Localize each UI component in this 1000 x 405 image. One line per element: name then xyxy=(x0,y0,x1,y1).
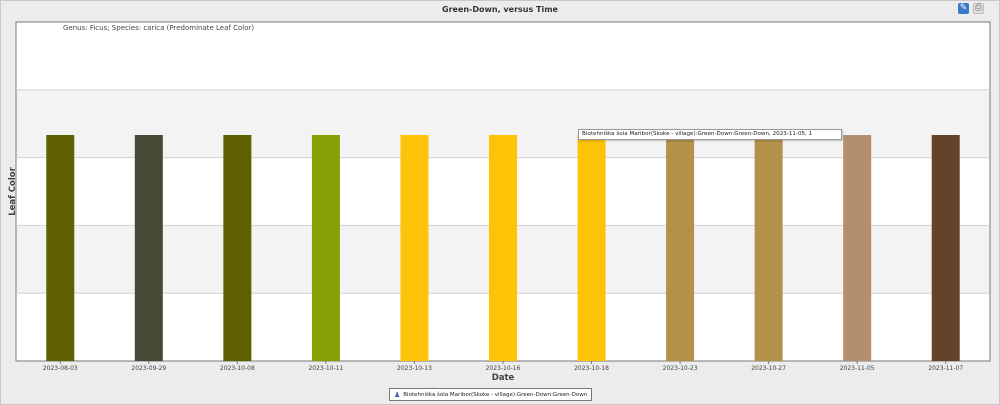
x-tick-label: 2023-10-23 xyxy=(663,365,698,372)
x-tick-label: 2023-10-08 xyxy=(220,365,255,372)
chart-legend[interactable]: ♟ Biotehniška šola Maribor(Skoke - villa… xyxy=(389,388,593,401)
y-axis-label: Leaf Color xyxy=(8,166,18,215)
bar-tooltip: Biotehniška šola Maribor(Skoke - village… xyxy=(578,129,842,140)
bar[interactable] xyxy=(134,135,163,361)
bar[interactable] xyxy=(666,135,695,361)
bar[interactable] xyxy=(754,135,783,361)
chart-title: Green-Down, versus Time xyxy=(442,5,558,14)
x-tick-label: 2023-10-27 xyxy=(751,365,786,372)
x-tick-label: 2023-08-03 xyxy=(43,365,78,372)
x-tick-label: 2023-10-18 xyxy=(574,365,609,372)
x-tick-label: 2023-09-29 xyxy=(131,365,166,372)
x-axis-label: Date xyxy=(492,373,515,383)
bar[interactable] xyxy=(46,135,75,361)
x-tick-label: 2023-11-05 xyxy=(840,365,875,372)
bar[interactable] xyxy=(489,135,517,361)
legend-label: Biotehniška šola Maribor(Skoke - village… xyxy=(403,391,588,398)
pencil-icon[interactable]: ✎ xyxy=(958,3,969,14)
bar[interactable] xyxy=(843,135,872,361)
x-tick-label: 2023-11-07 xyxy=(928,365,963,372)
bar[interactable] xyxy=(400,135,429,361)
bar[interactable] xyxy=(931,135,960,361)
bar[interactable] xyxy=(311,135,340,361)
printer-icon[interactable]: ⎙ xyxy=(973,3,984,14)
bar[interactable] xyxy=(577,135,606,361)
x-tick-label: 2023-10-16 xyxy=(486,365,521,372)
x-tick-label: 2023-10-13 xyxy=(397,365,432,372)
person-icon: ♟ xyxy=(394,390,401,399)
bar[interactable] xyxy=(223,135,252,361)
chart-annotation: Genus: Ficus; Species: carica (Predomina… xyxy=(63,24,254,32)
chart-toolbar: ✎ ⎙ xyxy=(958,3,984,14)
x-tick-label: 2023-10-11 xyxy=(308,365,343,372)
